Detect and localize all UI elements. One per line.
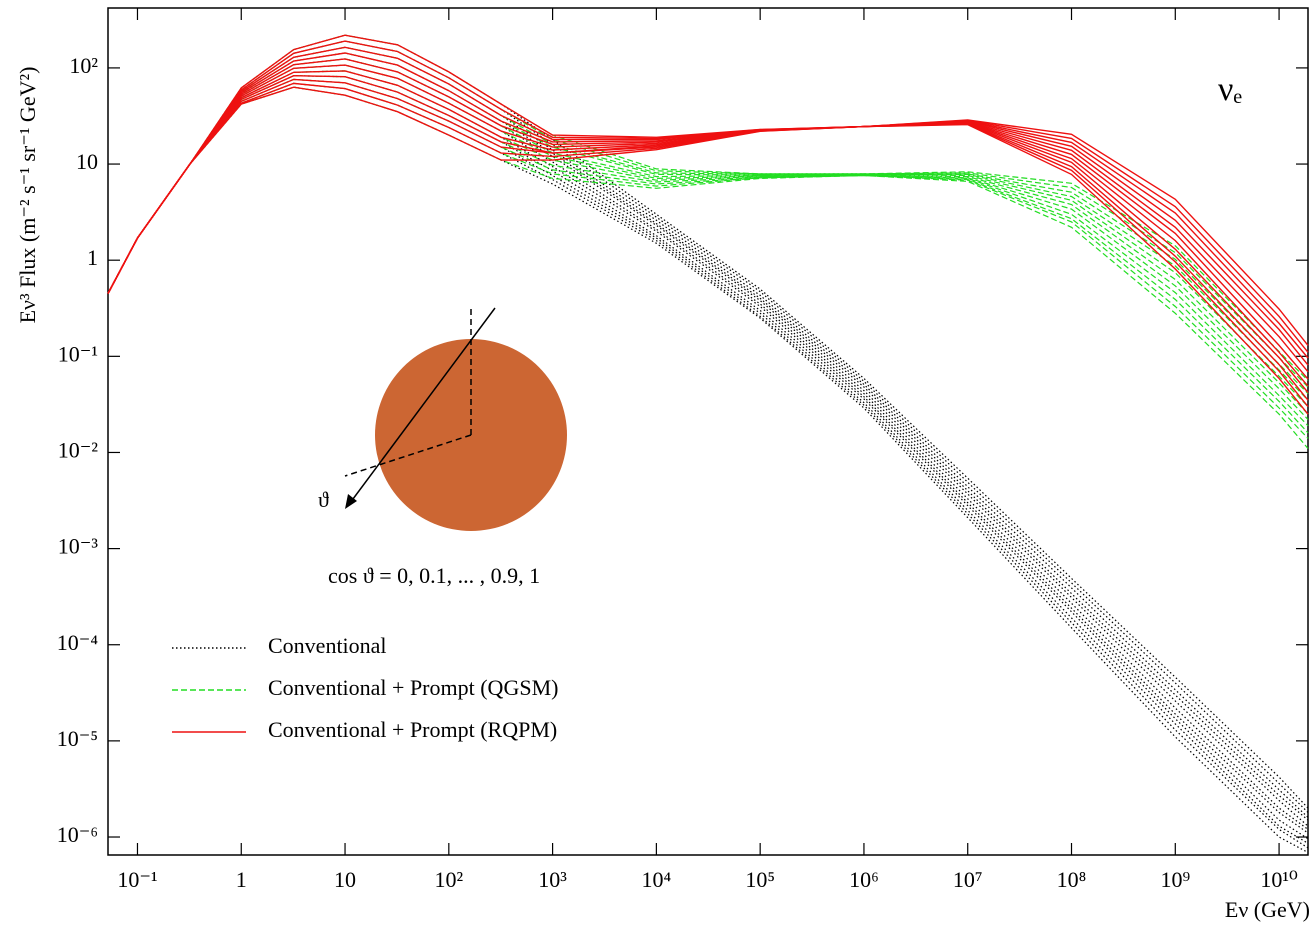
flux-curve	[107, 64, 1309, 380]
y-tick-label: 10⁻²	[58, 438, 99, 463]
y-tick-label: 10⁻¹	[58, 341, 98, 366]
x-tick-label: 10	[334, 867, 356, 892]
x-tick-label: 10⁹	[1160, 867, 1190, 892]
flux-curve	[107, 46, 1309, 359]
flux-curve	[107, 78, 1309, 434]
y-tick-label: 10⁻⁶	[57, 822, 98, 847]
x-tick-label: 10⁻¹	[117, 867, 157, 892]
y-tick-label: 10⁻³	[58, 534, 99, 559]
legend-label: Conventional + Prompt (QGSM)	[268, 675, 558, 700]
y-axis-label: Eν³ Flux (m⁻² s⁻¹ sr⁻¹ GeV²)	[15, 67, 40, 324]
legend-label: Conventional	[268, 633, 387, 658]
x-tick-label: 10⁸	[1057, 867, 1087, 892]
x-tick-label: 10³	[538, 867, 567, 892]
y-tick-label: 10²	[69, 53, 98, 78]
trajectory	[349, 307, 496, 504]
flux-curve	[107, 40, 1309, 388]
x-axis-label: Eν (GeV)	[1225, 897, 1310, 922]
flux-curve	[107, 46, 1309, 818]
flux-curve	[107, 52, 1309, 366]
x-tick-label: 1	[236, 867, 247, 892]
flavor-label: νₑ	[1218, 71, 1242, 108]
x-tick-label: 10⁴	[642, 867, 672, 892]
flux-curve	[107, 86, 1309, 415]
x-tick-label: 10¹⁰	[1260, 867, 1298, 892]
y-tick-label: 10	[76, 149, 98, 174]
flux-curve	[107, 64, 1309, 830]
flux-curve	[107, 52, 1309, 821]
legend-label: Conventional + Prompt (RQPM)	[268, 717, 557, 742]
arrow-head	[345, 494, 357, 509]
radius	[344, 434, 472, 477]
flux-curve	[107, 74, 1309, 393]
plot-frame	[107, 7, 1309, 856]
y-tick-label: 10⁻⁴	[57, 630, 99, 655]
flux-curve	[107, 58, 1309, 408]
x-tick-label: 10⁷	[953, 867, 983, 892]
x-tick-label: 10⁵	[745, 867, 775, 892]
flux-curve	[107, 78, 1309, 401]
angle-label: ϑ	[318, 487, 329, 512]
y-tick-label: 1	[87, 245, 98, 270]
flux-curve	[107, 40, 1309, 353]
inset-diagram	[344, 307, 567, 531]
flux-curve	[107, 34, 1309, 346]
flux-curve	[107, 70, 1309, 387]
flux-curve	[107, 58, 1309, 827]
y-tick-label: 10⁻⁵	[57, 726, 98, 751]
flux-curve	[107, 70, 1309, 420]
flux-curve	[107, 58, 1309, 373]
flux-curve	[107, 34, 1309, 381]
flux-curve	[107, 86, 1309, 854]
x-tick-label: 10²	[435, 867, 464, 892]
x-tick-label: 10⁶	[849, 867, 879, 892]
flux-curve	[107, 75, 1309, 840]
angle-note: cos ϑ = 0, 0.1, ... , 0.9, 1	[328, 563, 540, 588]
flux-curve	[107, 75, 1309, 427]
